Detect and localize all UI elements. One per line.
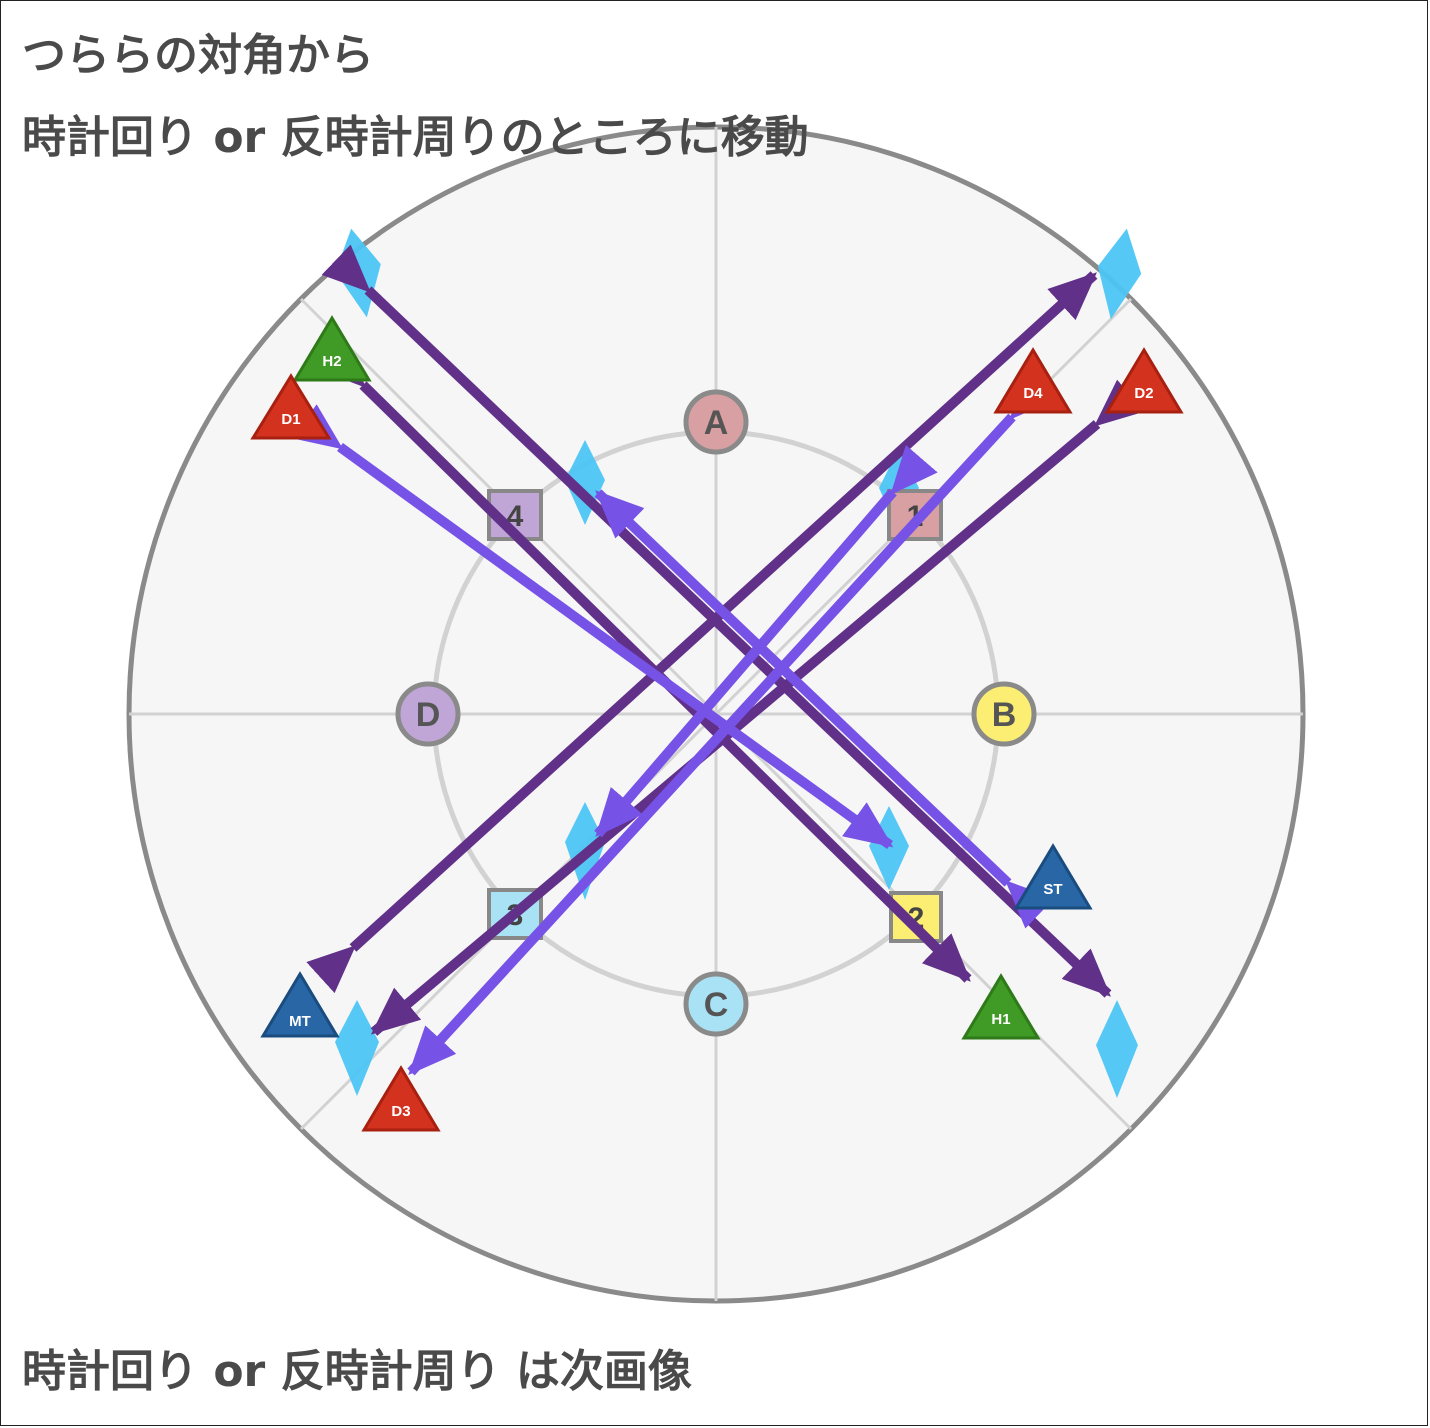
caption-line-3: 時計回り or 反時計周り は次画像 [22,1346,692,1397]
svg-text:H1: H1 [991,1011,1010,1028]
caption-line-2: 時計回り or 反時計周りのところに移動 [22,112,809,163]
player-mt: MT [260,971,340,1038]
svg-text:H2: H2 [322,353,341,370]
svg-text:D1: D1 [281,411,300,428]
caption-line-1: つららの対角から [22,30,374,81]
player-st: ST [1013,843,1093,910]
svg-text:D4: D4 [1023,385,1043,402]
player-d2: D2 [1104,347,1184,414]
player-d3: D3 [361,1065,441,1132]
waymark-a: A [683,389,749,455]
svg-text:C: C [704,986,729,1024]
svg-text:ST: ST [1043,881,1062,898]
player-d4: D4 [993,347,1073,414]
svg-text:D2: D2 [1134,385,1153,402]
waymark-b: B [971,681,1037,747]
waymark-c: C [683,971,749,1037]
svg-text:MT: MT [289,1013,311,1030]
svg-text:D3: D3 [391,1103,410,1120]
svg-text:B: B [992,696,1017,734]
player-h2: H2 [292,315,372,382]
player-d1: D1 [250,373,332,440]
svg-text:A: A [704,404,729,442]
movement-arrows [292,244,1145,1076]
svg-text:D: D [416,696,441,734]
waymark-d: D [395,681,461,747]
player-h1: H1 [961,973,1041,1040]
icicle-marker [335,1000,379,1096]
arrow-upper-right-icicle-to-lower-left-icicle [594,444,938,838]
